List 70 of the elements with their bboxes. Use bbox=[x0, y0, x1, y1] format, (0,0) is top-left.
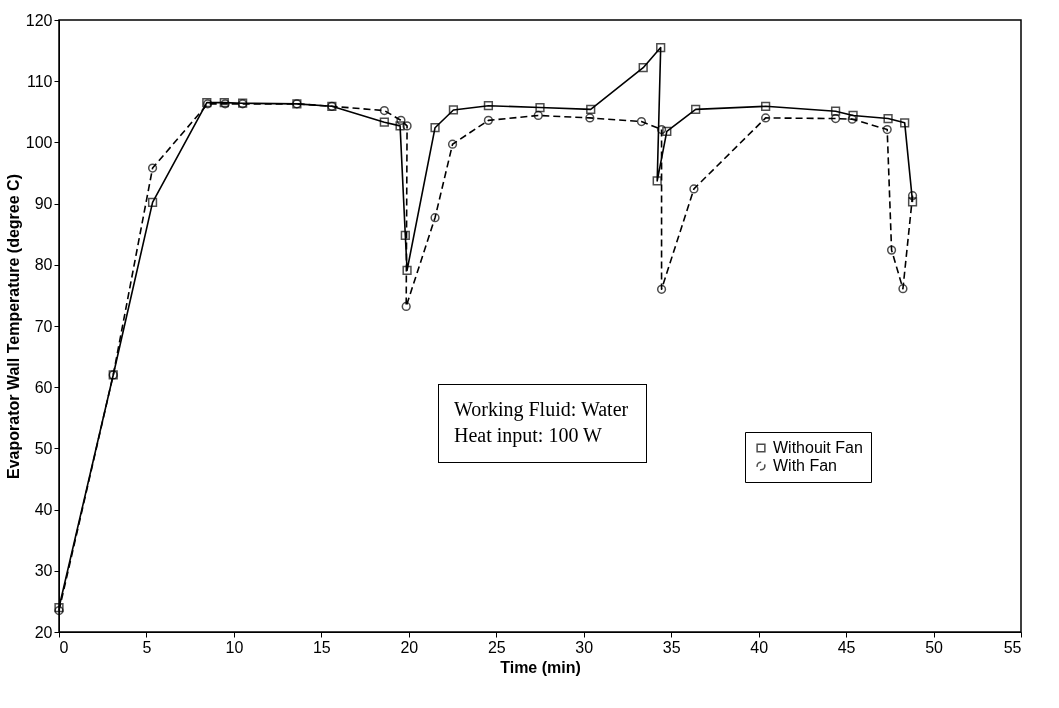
y-tick-label: 100 bbox=[25, 133, 53, 151]
y-tick-label: 30 bbox=[34, 562, 53, 580]
point bbox=[396, 115, 406, 125]
y-tick-label: 60 bbox=[34, 378, 53, 396]
point bbox=[448, 105, 459, 115]
point bbox=[483, 115, 494, 125]
point bbox=[830, 106, 841, 116]
point bbox=[662, 126, 672, 137]
point bbox=[395, 121, 405, 131]
point bbox=[907, 197, 918, 207]
point bbox=[656, 284, 667, 294]
x-tick-label: 10 bbox=[225, 638, 244, 656]
y-axis-title: Evaporator Wall Temperature (degree C) bbox=[4, 174, 22, 479]
point bbox=[533, 110, 543, 121]
point bbox=[379, 117, 389, 127]
point bbox=[402, 265, 412, 275]
point bbox=[430, 123, 440, 133]
x-tick-label: 5 bbox=[142, 638, 152, 656]
annotation: Heat input: 100 W bbox=[454, 424, 603, 447]
point bbox=[847, 114, 857, 124]
point bbox=[652, 176, 662, 186]
point bbox=[830, 113, 841, 124]
y-tick-label: 20 bbox=[34, 623, 53, 641]
point bbox=[535, 102, 545, 113]
point bbox=[636, 116, 647, 127]
point bbox=[882, 124, 892, 135]
point bbox=[761, 101, 771, 111]
x-tick-label: 20 bbox=[400, 638, 419, 656]
x-tick-label: 55 bbox=[1003, 638, 1022, 656]
y-tick-label: 120 bbox=[25, 11, 53, 29]
y-tick-label: 110 bbox=[26, 72, 53, 90]
point bbox=[886, 245, 897, 255]
point bbox=[147, 197, 158, 207]
x-axis-title: Time (min) bbox=[500, 658, 581, 676]
annotation: Working Fluid: Water bbox=[454, 398, 629, 421]
legend-label: Withouit Fan bbox=[773, 439, 863, 456]
point bbox=[379, 105, 389, 116]
point bbox=[689, 184, 699, 194]
point bbox=[900, 118, 910, 128]
x-tick-label: 40 bbox=[750, 638, 769, 656]
point bbox=[656, 42, 666, 53]
point bbox=[907, 191, 918, 201]
point bbox=[401, 301, 411, 312]
y-tick-label: 70 bbox=[34, 317, 53, 335]
point bbox=[447, 139, 458, 149]
x-tick-label: 35 bbox=[662, 638, 681, 656]
y-tick-label: 90 bbox=[34, 195, 53, 213]
point bbox=[898, 284, 908, 294]
point bbox=[761, 113, 771, 123]
point bbox=[691, 104, 701, 114]
legend-label: With Fan bbox=[773, 457, 838, 474]
x-tick-label: 25 bbox=[487, 638, 506, 656]
x-tick-label: 0 bbox=[59, 638, 69, 656]
point bbox=[883, 113, 893, 124]
x-tick-label: 50 bbox=[925, 638, 944, 656]
y-tick-label: 80 bbox=[34, 256, 53, 274]
point bbox=[402, 121, 412, 131]
y-tick-label: 40 bbox=[34, 501, 53, 519]
x-tick-label: 15 bbox=[312, 638, 331, 656]
point bbox=[483, 101, 494, 111]
point bbox=[638, 63, 648, 73]
y-tick-label: 50 bbox=[34, 439, 53, 457]
point bbox=[147, 163, 158, 173]
point bbox=[430, 213, 440, 223]
point bbox=[586, 104, 596, 114]
x-tick-label: 30 bbox=[575, 638, 594, 656]
point bbox=[585, 113, 595, 123]
point bbox=[400, 230, 410, 241]
x-tick-label: 45 bbox=[837, 638, 856, 656]
point bbox=[848, 110, 858, 121]
